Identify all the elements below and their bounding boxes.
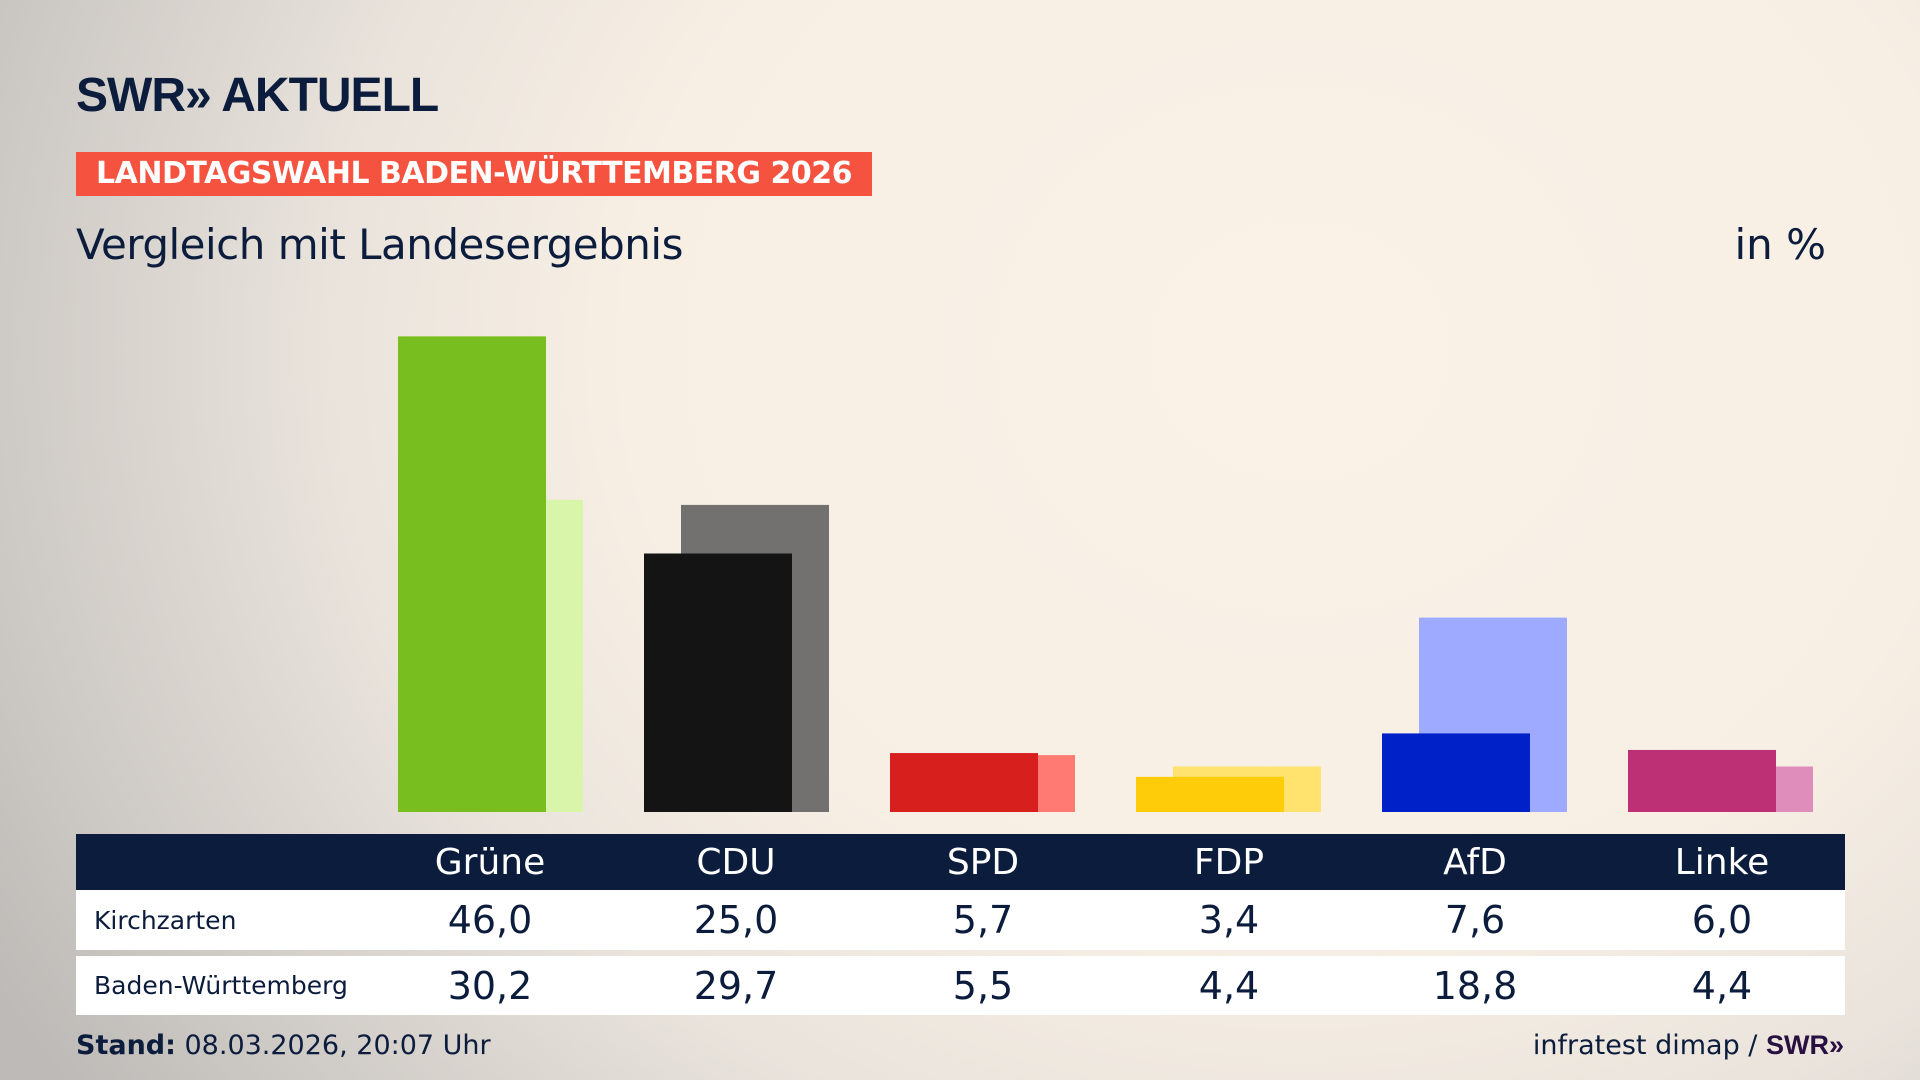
timestamp: Stand: 08.03.2026, 20:07 Uhr (76, 1030, 491, 1061)
bar-kirchzarten-grüne (398, 336, 546, 812)
row-label: Baden-Württemberg (94, 971, 348, 1000)
value-cell: 5,5 (952, 963, 1014, 1008)
stand-value: 08.03.2026, 20:07 Uhr (175, 1030, 491, 1061)
bar-kirchzarten-fdp (1136, 776, 1284, 812)
stand-label: Stand: (76, 1030, 176, 1061)
value-cell: 18,8 (1432, 963, 1518, 1008)
column-header: AfD (1443, 841, 1507, 883)
table-header: Grüne CDU SPD FDP AfD Linke (76, 834, 1845, 890)
column-header: FDP (1193, 841, 1265, 883)
unit-label: in % (1734, 220, 1826, 269)
column-header: Linke (1674, 841, 1770, 883)
bar-kirchzarten-cdu (644, 553, 792, 812)
value-cell: 4,4 (1198, 963, 1260, 1008)
value-cell: 6,0 (1691, 898, 1753, 942)
column-header: Grüne (434, 841, 546, 883)
source: infratest dimap / SWR» (1533, 1030, 1844, 1061)
column-header: CDU (696, 841, 776, 883)
bar-kirchzarten-spd (890, 753, 1038, 812)
source-text: infratest dimap / (1532, 1030, 1766, 1061)
value-cell: 46,0 (447, 898, 533, 942)
table-row: Kirchzarten 46,0 25,0 5,7 3,4 7,6 6,0 (76, 890, 1845, 950)
swr-logo: SWR» (1765, 1030, 1844, 1060)
value-cell: 3,4 (1198, 898, 1260, 942)
bar-kirchzarten-linke (1628, 749, 1776, 812)
value-cell: 29,7 (693, 963, 779, 1008)
bar-kirchzarten-afd (1382, 733, 1530, 812)
election-banner: LANDTAGSWAHL BADEN-WÜRTTEMBERG 2026 (76, 152, 872, 196)
value-cell: 4,4 (1691, 963, 1753, 1008)
column-header: SPD (946, 841, 1020, 883)
row-label: Kirchzarten (94, 905, 237, 935)
table-row: Baden-Württemberg 30,2 29,7 5,5 4,4 18,8 4,4 (76, 956, 1845, 1015)
value-cell: 25,0 (693, 898, 779, 942)
value-cell: 7,6 (1444, 898, 1506, 942)
bar-chart (398, 336, 1813, 812)
swr-aktuell-logo: SWR» AKTUELL (76, 69, 439, 122)
value-cell: 30,2 (447, 963, 533, 1008)
value-cell: 5,7 (952, 898, 1014, 942)
chart-subtitle: Vergleich mit Landesergebnis (76, 220, 683, 269)
